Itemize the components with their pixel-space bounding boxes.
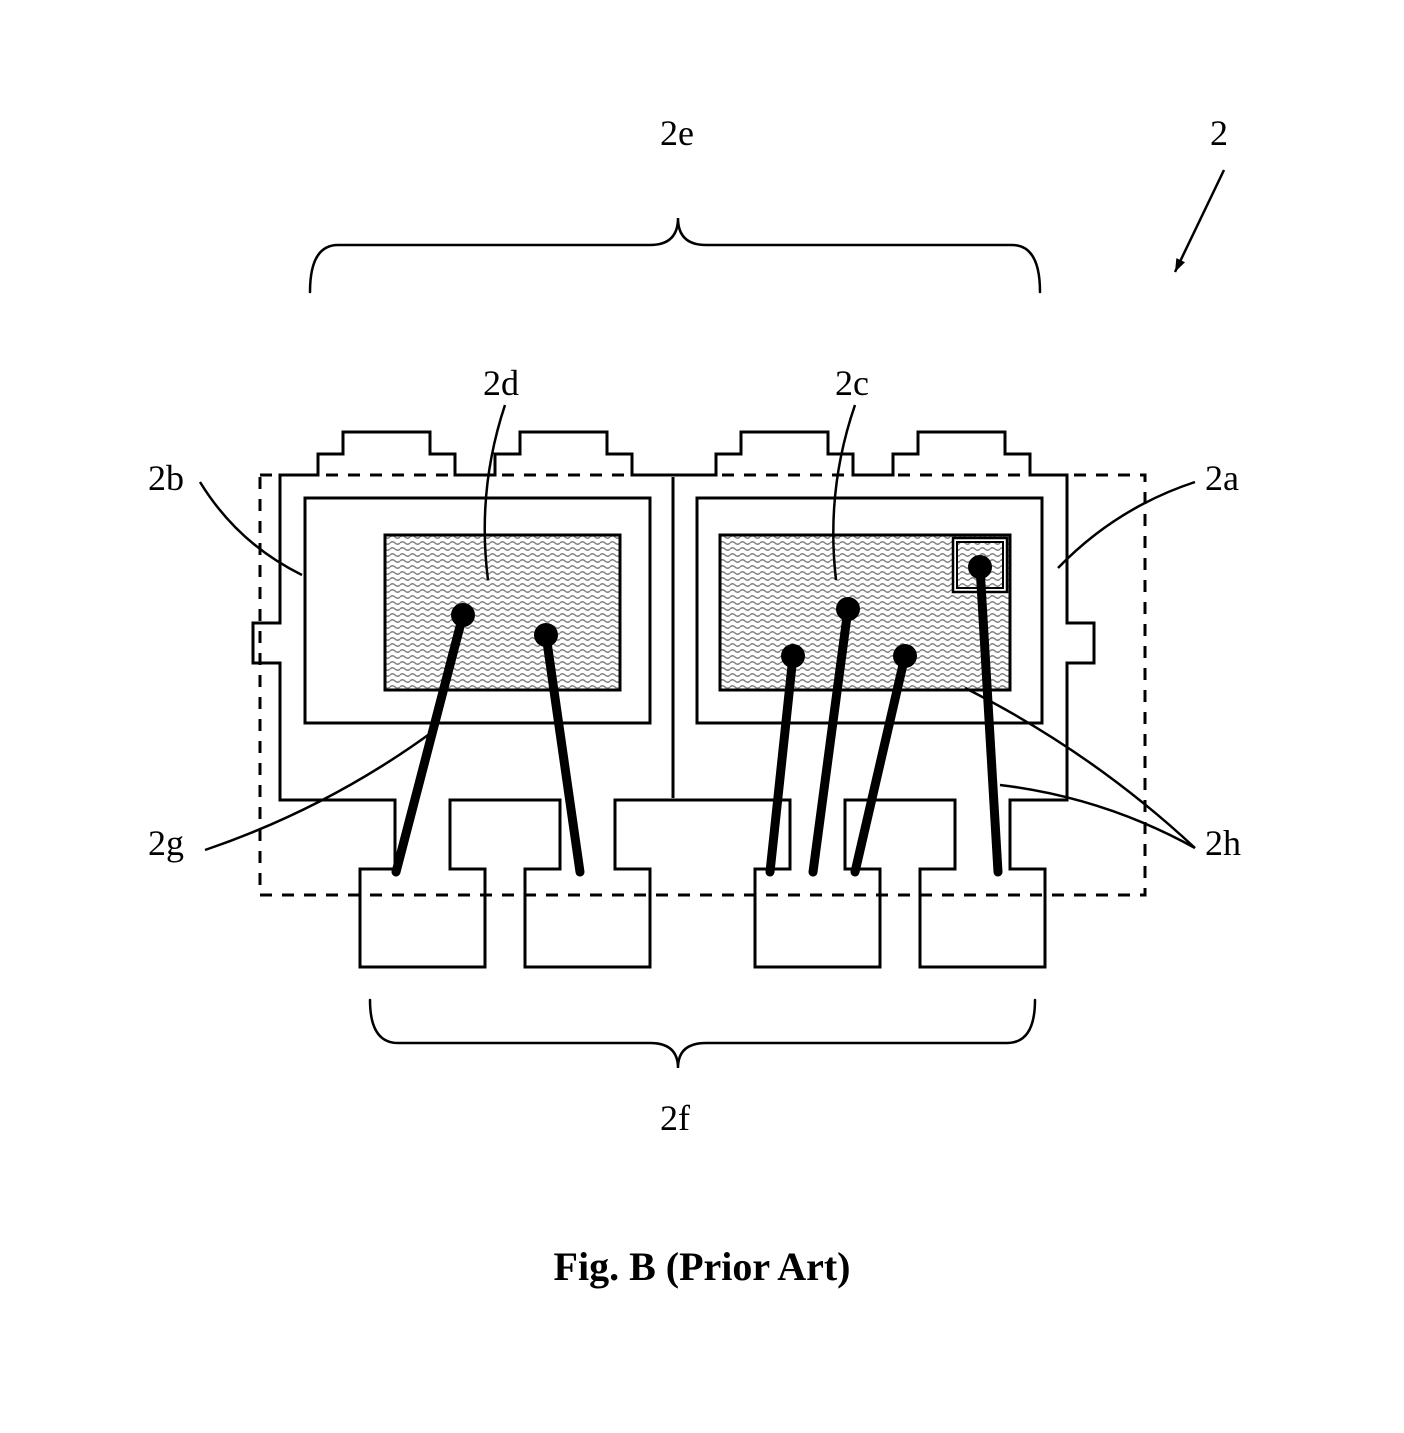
brace	[310, 218, 1040, 292]
bond-ball	[968, 555, 992, 579]
label-l2g: 2g	[148, 823, 184, 863]
bond-ball	[781, 644, 805, 668]
label-l2d: 2d	[483, 363, 519, 403]
label-l2b: 2b	[148, 458, 184, 498]
bond-ball	[836, 597, 860, 621]
bond-ball	[451, 603, 475, 627]
label-l2c: 2c	[835, 363, 869, 403]
leader-2-arrow	[1175, 258, 1185, 272]
figure-caption: Fig. B (Prior Art)	[554, 1244, 851, 1289]
label-l2h: 2h	[1205, 823, 1241, 863]
leader-2g	[205, 730, 435, 850]
label-l2e: 2e	[660, 113, 694, 153]
leader-2b	[200, 482, 302, 575]
label-l2a: 2a	[1205, 458, 1239, 498]
brace	[370, 1000, 1035, 1068]
label-l2f: 2f	[660, 1098, 690, 1138]
bond-ball	[893, 644, 917, 668]
leader-2a	[1058, 482, 1195, 568]
diagram-svg: 2 2e 2d 2c 2b 2a 2g 2h 2f Fig. B (Prior Art)	[0, 0, 1404, 1433]
bond-ball	[534, 623, 558, 647]
label-l2: 2	[1210, 113, 1228, 153]
chip-left	[385, 535, 620, 690]
leader-2h	[1000, 785, 1195, 848]
leader-2	[1175, 170, 1224, 272]
